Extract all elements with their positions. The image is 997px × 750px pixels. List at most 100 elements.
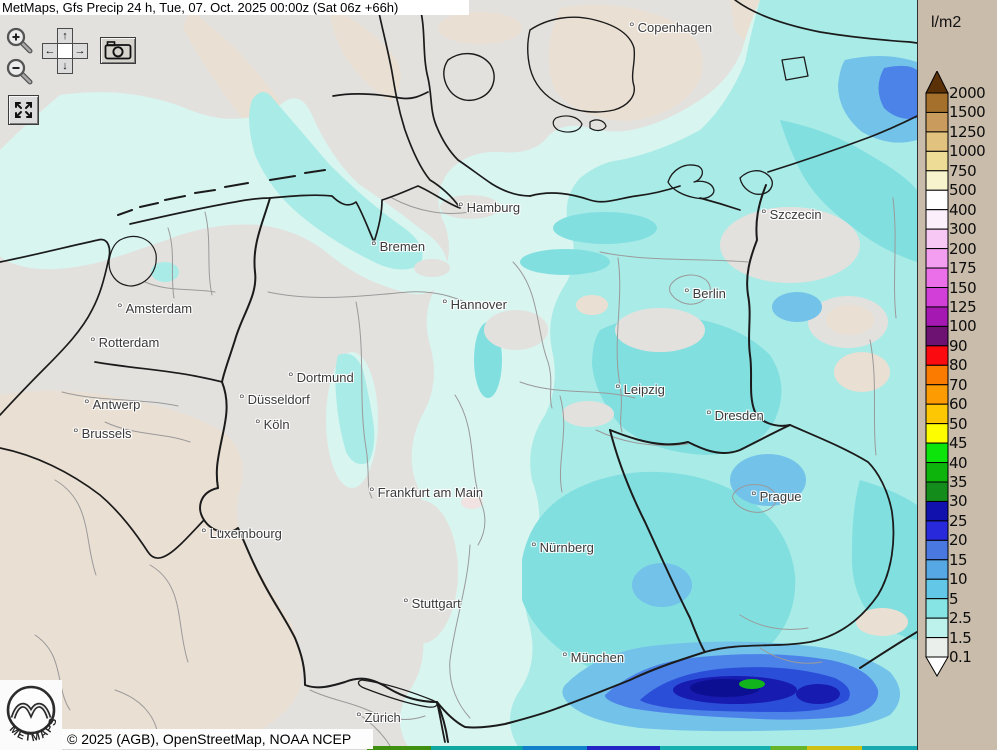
city-label: ° Düsseldorf <box>239 391 310 407</box>
city-name: Köln <box>263 417 290 432</box>
city-marker-icon: ° <box>201 525 207 541</box>
city-label: ° Copenhagen <box>629 19 712 35</box>
city-name: Szczecin <box>769 207 822 222</box>
city-marker-icon: ° <box>562 649 568 665</box>
legend-value: 70 <box>949 375 968 394</box>
city-name: Dortmund <box>296 370 354 385</box>
land-tint-patches <box>0 0 803 745</box>
city-marker-icon: ° <box>117 300 123 316</box>
precip-green-maximum <box>739 679 765 689</box>
city-label: ° Hamburg <box>458 199 520 215</box>
camera-icon <box>104 41 132 60</box>
city-marker-icon: ° <box>761 206 767 222</box>
city-marker-icon: ° <box>369 484 375 500</box>
copyright-text: © 2025 (AGB), OpenStreetMap, NOAA NCEP <box>67 731 352 747</box>
city-label: ° Stuttgart <box>403 595 461 611</box>
city-label: ° Prague <box>751 488 802 504</box>
city-marker-icon: ° <box>73 425 79 441</box>
legend-value: 1250 <box>949 122 986 141</box>
city-name: Düsseldorf <box>247 392 310 407</box>
copyright-bar: © 2025 (AGB), OpenStreetMap, NOAA NCEP <box>62 729 373 749</box>
city-marker-icon: ° <box>442 296 448 312</box>
legend-value: 1000 <box>949 142 986 161</box>
city-label: ° Szczecin <box>761 206 822 222</box>
legend-value: 125 <box>949 297 977 316</box>
map-canvas[interactable]: ° Copenhagen ° Hamburg ° Szczecin ° Bremen ° Hann… <box>0 0 917 750</box>
metmaps-logo: METMAPS <box>0 680 62 750</box>
city-marker-icon: ° <box>371 238 377 254</box>
city-marker-icon: ° <box>239 391 245 407</box>
pan-right-button[interactable]: → <box>72 43 88 59</box>
city-marker-icon: ° <box>255 416 261 432</box>
zoom-in-button[interactable] <box>5 26 33 54</box>
snapshot-button[interactable] <box>100 37 136 64</box>
city-label: ° Luxembourg <box>201 525 282 541</box>
city-label: ° Brussels <box>73 425 131 441</box>
city-label: ° München <box>562 649 624 665</box>
city-label: ° Leipzig <box>615 381 665 397</box>
city-name: Rotterdam <box>98 335 160 350</box>
city-name: Berlin <box>692 286 726 301</box>
country-borders <box>0 0 917 743</box>
city-label: ° Bremen <box>371 238 425 254</box>
legend-value: 500 <box>949 181 977 200</box>
pan-down-icon: ↓ <box>62 60 68 72</box>
legend-value: 20 <box>949 531 968 550</box>
legend-value: 175 <box>949 259 977 278</box>
city-name: Nürnberg <box>539 540 594 555</box>
pan-down-button[interactable]: ↓ <box>57 58 73 74</box>
city-marker-icon: ° <box>706 407 712 423</box>
city-name: Bremen <box>379 239 426 254</box>
city-name: Dresden <box>714 408 764 423</box>
legend-value: 60 <box>949 395 968 414</box>
city-name: Antwerp <box>92 397 141 412</box>
city-marker-icon: ° <box>629 19 635 35</box>
city-name: München <box>570 650 625 665</box>
pan-pad: ↑ ← → ↓ <box>41 27 91 76</box>
legend-value: 30 <box>949 492 968 511</box>
city-label: ° Amsterdam <box>117 300 192 316</box>
dry-patches <box>382 195 888 644</box>
city-name: Luxembourg <box>209 526 282 541</box>
pan-up-button[interactable]: ↑ <box>57 28 73 44</box>
metmaps-logo-icon: METMAPS <box>6 685 59 744</box>
city-name: Leipzig <box>623 382 665 397</box>
city-label: ° Köln <box>255 416 290 432</box>
city-marker-icon: ° <box>615 381 621 397</box>
city-marker-icon: ° <box>684 285 690 301</box>
city-name: Stuttgart <box>411 596 461 611</box>
pan-right-icon: → <box>74 45 86 57</box>
zoom-out-button[interactable] <box>5 57 33 85</box>
city-marker-icon: ° <box>90 334 96 350</box>
city-label: ° Dortmund <box>288 369 354 385</box>
city-name: Hannover <box>450 297 507 312</box>
city-label: ° Hannover <box>442 296 507 312</box>
city-label: ° Zürich <box>356 709 401 725</box>
city-name: Amsterdam <box>125 301 193 316</box>
fullscreen-button[interactable] <box>8 95 39 125</box>
city-name: Copenhagen <box>637 20 713 35</box>
legend-value: 10 <box>949 570 968 589</box>
legend-bar-svg <box>925 71 949 678</box>
city-label: ° Berlin <box>684 285 726 301</box>
city-label: ° Frankfurt am Main <box>369 484 483 500</box>
legend-value: 80 <box>949 356 968 375</box>
pan-left-icon: ← <box>44 45 56 57</box>
legend-value: 50 <box>949 414 968 433</box>
legend-value: 150 <box>949 278 977 297</box>
legend-value: 0.1 <box>949 648 972 667</box>
city-marker-icon: ° <box>356 709 362 725</box>
city-label: ° Dresden <box>706 407 764 423</box>
pan-left-button[interactable]: ← <box>42 43 58 59</box>
legend-value: 400 <box>949 200 977 219</box>
legend-value: 45 <box>949 434 968 453</box>
legend-value: 2000 <box>949 84 986 102</box>
pan-center <box>57 43 73 59</box>
legend-value: 2.5 <box>949 609 972 628</box>
city-marker-icon: ° <box>84 396 90 412</box>
city-label: ° Antwerp <box>84 396 140 412</box>
city-name: Zürich <box>364 710 401 725</box>
zoom-in-icon <box>6 27 33 54</box>
title-bar: MetMaps, Gfs Precip 24 h, Tue, 07. Oct. … <box>0 0 469 15</box>
